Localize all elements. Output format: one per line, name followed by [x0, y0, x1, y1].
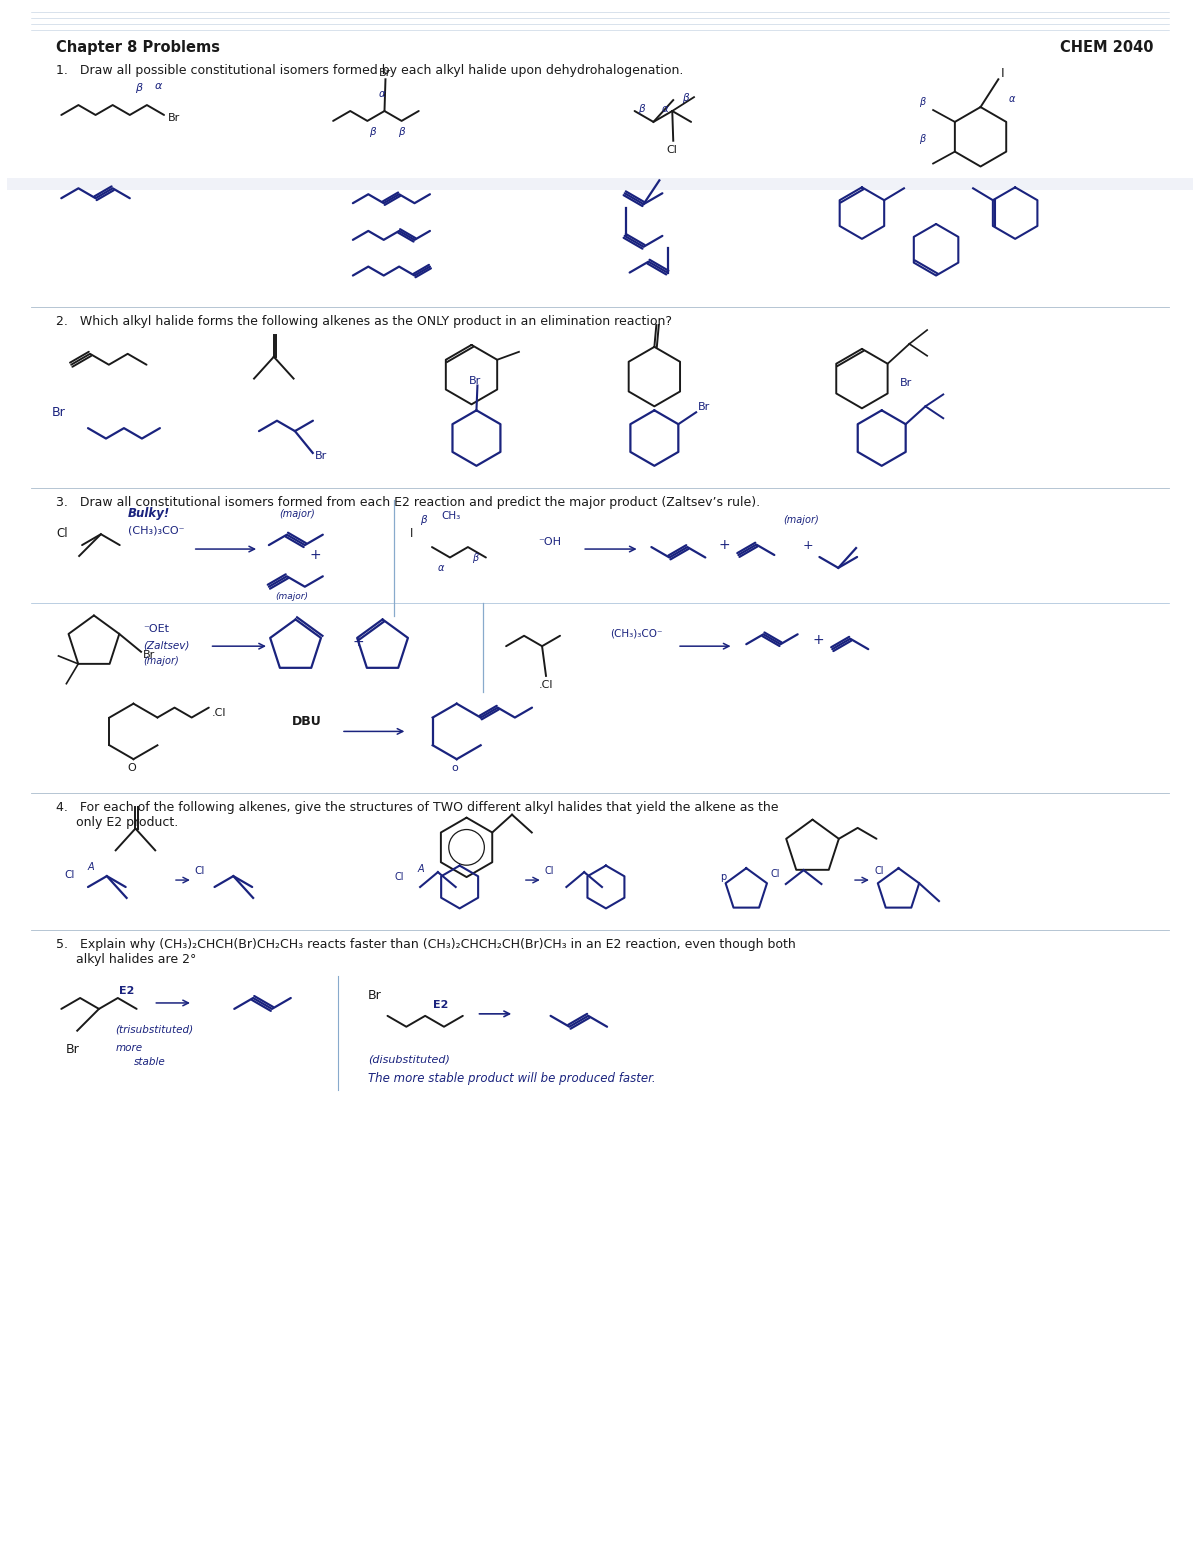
Text: α: α	[661, 104, 668, 113]
Text: (disubstituted): (disubstituted)	[367, 1054, 450, 1064]
Text: (major): (major)	[278, 509, 314, 519]
Text: p: p	[720, 873, 727, 882]
Text: Br: Br	[698, 402, 710, 412]
Text: Cl: Cl	[65, 870, 74, 881]
Text: Br: Br	[52, 407, 65, 419]
Text: .Cl: .Cl	[211, 708, 227, 717]
Text: 5.   Explain why (CH₃)₂CHCH(Br)CH₂CH₃ reacts faster than (CH₃)₂CHCH₂CH(Br)CH₃ in: 5. Explain why (CH₃)₂CHCH(Br)CH₂CH₃ reac…	[56, 938, 796, 966]
Text: Br: Br	[314, 450, 326, 461]
Text: β: β	[420, 516, 427, 525]
Text: I: I	[410, 526, 414, 540]
Text: α: α	[1008, 95, 1014, 104]
Text: (CH₃)₃CO⁻: (CH₃)₃CO⁻	[127, 525, 184, 536]
Text: (CH₃)₃CO⁻: (CH₃)₃CO⁻	[610, 629, 662, 638]
Text: Cl: Cl	[56, 526, 68, 540]
Text: A: A	[418, 863, 424, 874]
Text: ⁻OH: ⁻OH	[539, 537, 562, 547]
Bar	[7, 179, 1193, 191]
Text: DBU: DBU	[292, 716, 322, 728]
Text: ⁻OEt: ⁻OEt	[143, 624, 169, 634]
Text: 2.   Which alkyl halide forms the following alkenes as the ONLY product in an el: 2. Which alkyl halide forms the followin…	[56, 315, 672, 328]
Text: O: O	[127, 763, 137, 773]
Text: Cl: Cl	[194, 867, 205, 876]
Text: +: +	[803, 539, 814, 551]
Text: +: +	[353, 635, 365, 649]
Text: (Zaltsev): (Zaltsev)	[143, 640, 190, 651]
Text: (major): (major)	[276, 592, 308, 601]
Text: β: β	[370, 127, 376, 137]
Text: +: +	[812, 634, 824, 648]
Text: Chapter 8 Problems: Chapter 8 Problems	[56, 40, 221, 54]
Text: 3.   Draw all constitutional isomers formed from each E2 reaction and predict th: 3. Draw all constitutional isomers forme…	[56, 495, 761, 508]
Text: β: β	[682, 93, 689, 102]
Text: Cl: Cl	[875, 867, 884, 876]
Text: β: β	[472, 553, 478, 562]
Text: 1.   Draw all possible constitutional isomers formed by each alkyl halide upon d: 1. Draw all possible constitutional isom…	[56, 64, 684, 78]
Text: Br: Br	[367, 989, 382, 1002]
Text: The more stable product will be produced faster.: The more stable product will be produced…	[367, 1072, 655, 1086]
Text: Cl: Cl	[545, 867, 554, 876]
Text: E2: E2	[433, 1000, 449, 1009]
Text: Cl: Cl	[770, 870, 780, 879]
Text: Cl: Cl	[395, 873, 404, 882]
Text: Br: Br	[143, 649, 155, 660]
Text: β: β	[919, 96, 925, 107]
Text: α: α	[378, 89, 385, 99]
Text: A: A	[88, 862, 95, 873]
Text: Br: Br	[378, 68, 391, 78]
Text: Br: Br	[900, 377, 912, 388]
Text: β: β	[919, 134, 925, 144]
Text: CH₃: CH₃	[442, 511, 461, 522]
Text: α: α	[438, 564, 444, 573]
Text: more: more	[115, 1042, 143, 1053]
Text: (major): (major)	[143, 655, 179, 666]
Text: +: +	[310, 548, 322, 562]
Text: β: β	[136, 84, 142, 93]
Text: α: α	[155, 81, 162, 92]
Text: (trisubstituted): (trisubstituted)	[115, 1025, 193, 1034]
Text: Br: Br	[468, 376, 481, 385]
Text: E2: E2	[119, 986, 134, 995]
Text: Bulky!: Bulky!	[127, 508, 169, 520]
Text: I: I	[1001, 67, 1004, 81]
Text: Br: Br	[66, 1042, 80, 1056]
Text: o: o	[451, 763, 458, 773]
Text: .Cl: .Cl	[539, 680, 553, 690]
Text: β: β	[397, 127, 404, 137]
Text: CHEM 2040: CHEM 2040	[1060, 40, 1153, 54]
Text: β: β	[637, 104, 644, 113]
Text: Br: Br	[168, 113, 180, 123]
Text: (major): (major)	[782, 516, 818, 525]
Text: +: +	[719, 537, 731, 551]
Text: Cl: Cl	[666, 144, 677, 155]
Text: stable: stable	[133, 1058, 166, 1067]
Text: 4.   For each of the following alkenes, give the structures of TWO different alk: 4. For each of the following alkenes, gi…	[56, 801, 779, 829]
